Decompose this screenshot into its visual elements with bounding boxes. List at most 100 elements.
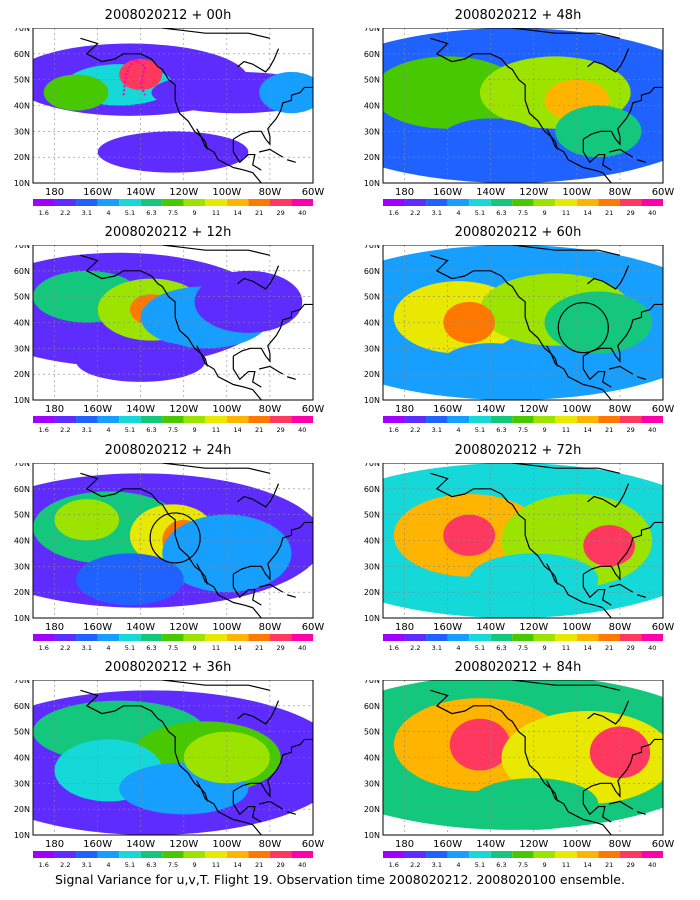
colorbar-label: 3.1	[432, 209, 442, 217]
colorbar-swatch	[555, 851, 577, 858]
colorbar-swatch	[383, 199, 405, 206]
colorbar-label: 4	[456, 644, 460, 652]
lon-label: 100W	[562, 839, 591, 850]
lat-label: 50N	[364, 511, 380, 520]
coastline	[609, 365, 634, 375]
colorbar-label: 6.3	[496, 209, 506, 217]
colorbar-label: 3.1	[432, 426, 442, 434]
colorbar-swatch	[76, 416, 98, 423]
colorbar-label: 4	[106, 644, 110, 652]
colorbar-swatch	[490, 851, 513, 858]
colorbar-swatch	[576, 416, 599, 423]
map-panel: 2008020212 + 84h 70N 60N 50N 40N 30N 20N 10N 180…	[350, 660, 680, 875]
colorbar-label: 2.2	[60, 209, 70, 217]
coastline	[582, 521, 663, 581]
colorbar-label: 7.5	[168, 861, 178, 869]
colorbar-label: 9	[542, 861, 546, 869]
variance-map: 70N 60N 50N 40N 30N 20N 10N 180 160W 140W 120W 100W…	[14, 245, 324, 434]
colorbar-swatch	[97, 416, 120, 423]
colorbar-label: 7.5	[518, 209, 528, 217]
lon-label: 60W	[652, 622, 675, 633]
colorbar-label: 2.2	[410, 426, 420, 434]
lon-label: 80W	[259, 839, 282, 850]
coastline	[232, 574, 262, 606]
colorbar-swatch	[555, 634, 577, 641]
lat-label: 40N	[364, 754, 380, 763]
contour-region	[436, 343, 545, 395]
colorbar-swatch	[97, 199, 120, 206]
colorbar-swatch	[490, 634, 513, 641]
colorbar-swatch	[533, 634, 556, 641]
coastline	[546, 563, 559, 585]
lat-label: 70N	[14, 463, 30, 468]
colorbar-label: 9	[192, 426, 196, 434]
lon-label: 120W	[519, 839, 548, 850]
contour-region	[259, 71, 313, 114]
colorbar-swatch	[598, 416, 620, 423]
panel-title: 2008020212 + 12h	[104, 225, 232, 240]
lon-label: 100W	[212, 187, 241, 198]
lat-label: 60N	[364, 50, 380, 59]
coastline	[259, 583, 284, 593]
colorbar-swatch	[97, 634, 120, 641]
colorbar-label: 9	[542, 644, 546, 652]
colorbar-label: 5.1	[125, 426, 135, 434]
colorbar-label: 2.2	[410, 644, 420, 652]
contour-region	[54, 499, 120, 541]
colorbar-label: 1.6	[389, 861, 399, 869]
lon-label: 60W	[302, 187, 325, 198]
lat-label: 70N	[364, 463, 380, 468]
lat-label: 30N	[364, 779, 380, 788]
lat-label: 40N	[364, 537, 380, 546]
colorbar-label: 5.1	[125, 209, 135, 217]
colorbar-label: 1.6	[39, 644, 49, 652]
coastline	[582, 791, 612, 823]
colorbar-swatch	[619, 851, 642, 858]
lat-label: 70N	[14, 245, 30, 250]
coastline	[286, 159, 296, 163]
lon-label: 180	[395, 404, 414, 415]
map-panel: 2008020212 + 60h 70N 60N 50N 40N 30N 20N 10N 180…	[350, 225, 680, 440]
coastline	[162, 463, 271, 474]
colorbar-label: 21	[605, 644, 613, 652]
lon-label: 80W	[609, 622, 632, 633]
lat-label: 50N	[364, 293, 380, 302]
contour-region	[449, 718, 511, 771]
colorbar-label: 11	[212, 209, 220, 217]
colorbar-swatch	[140, 634, 163, 641]
colorbar-label: 2.2	[410, 861, 420, 869]
coastline	[546, 780, 559, 802]
lon-label: 140W	[476, 187, 505, 198]
colorbar-swatch	[512, 634, 534, 641]
variance-field	[33, 43, 313, 173]
coastline	[512, 28, 621, 39]
contour-region	[43, 74, 109, 111]
lon-label: 120W	[169, 404, 198, 415]
variance-map: 70N 60N 50N 40N 30N 20N 10N 180 160W 140W 120W 100W…	[364, 28, 674, 217]
coastline	[196, 563, 209, 585]
colorbar-swatch	[140, 851, 163, 858]
coastline	[546, 345, 559, 367]
lon-label: 140W	[476, 404, 505, 415]
colorbar-label: 1.6	[39, 426, 49, 434]
colorbar-swatch	[119, 634, 141, 641]
lon-label: 160W	[433, 404, 462, 415]
colorbar-label: 21	[255, 426, 263, 434]
lat-label: 40N	[14, 319, 30, 328]
colorbar-label: 40	[298, 426, 306, 434]
colorbar-swatch	[555, 199, 577, 206]
colorbar-label: 40	[648, 209, 656, 217]
lon-label: 180	[395, 187, 414, 198]
colorbar-label: 2.2	[60, 861, 70, 869]
colorbar-swatch	[576, 851, 599, 858]
lon-label: 160W	[83, 404, 112, 415]
colorbar-swatch	[33, 634, 55, 641]
lon-label: 140W	[476, 839, 505, 850]
colorbar-swatch	[447, 634, 470, 641]
coastlines	[80, 245, 313, 400]
colorbar-swatch	[619, 634, 642, 641]
lon-label: 180	[395, 622, 414, 633]
colorbar-label: 9	[192, 209, 196, 217]
coastline	[512, 245, 621, 256]
coastlines	[430, 463, 663, 618]
